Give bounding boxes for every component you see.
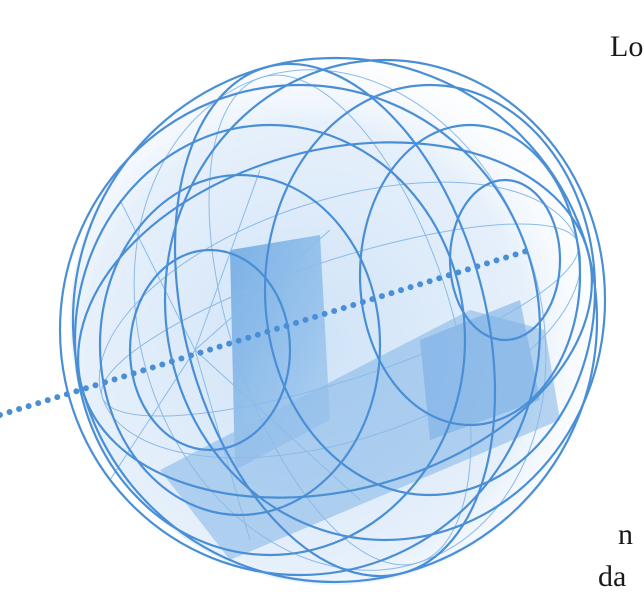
dotted-axis	[0, 247, 533, 418]
text-fragment: n	[618, 518, 633, 551]
text-fragment: Lo	[610, 30, 644, 63]
circle-family	[58, 56, 607, 584]
fine-grid	[98, 69, 582, 571]
text-fragment: da	[598, 560, 627, 593]
